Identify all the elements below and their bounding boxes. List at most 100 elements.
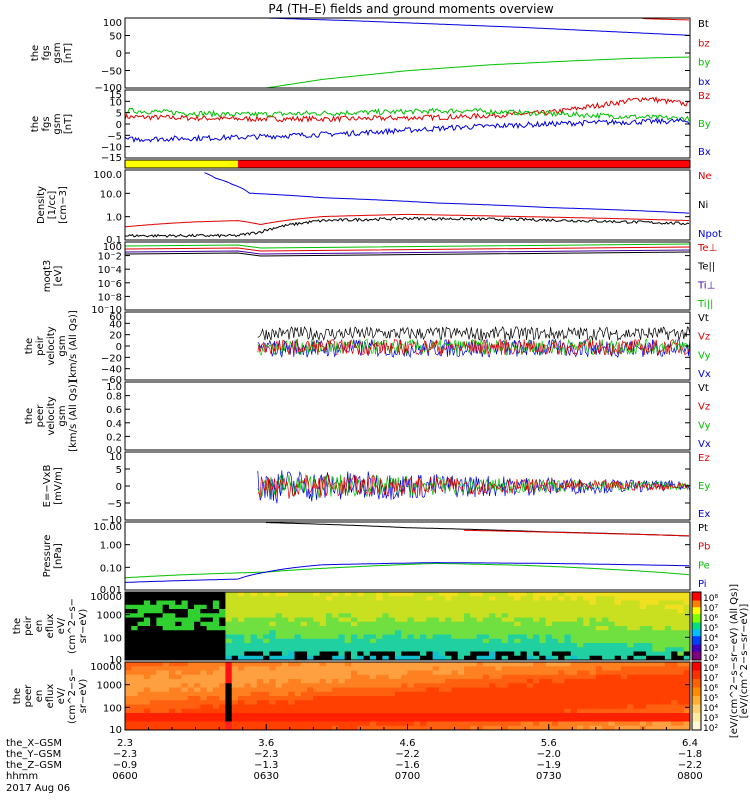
heatmap-cell xyxy=(507,596,515,602)
heatmap-cell xyxy=(351,630,358,636)
heatmap-cell xyxy=(351,683,358,689)
heatmap-cell xyxy=(162,626,170,631)
heatmap-cell xyxy=(564,666,572,672)
heatmap-cell xyxy=(131,666,139,672)
heatmap-cell xyxy=(313,725,321,730)
heatmap-cell xyxy=(351,596,358,602)
heatmap-cell xyxy=(250,713,258,718)
series-pe xyxy=(125,562,690,579)
heatmap-cell xyxy=(332,630,340,636)
heatmap-cell xyxy=(470,651,478,657)
heatmap-cell xyxy=(658,700,666,706)
colorbar-tick-label: 10³ xyxy=(703,714,718,724)
x-row-value: −1.6 xyxy=(395,760,419,771)
heatmap-cell xyxy=(677,626,685,631)
heatmap-cell xyxy=(489,713,496,718)
heatmap-cell xyxy=(206,670,214,676)
heatmap-cell xyxy=(464,655,471,660)
heatmap-cell xyxy=(281,670,289,676)
heatmap-cell xyxy=(664,713,672,718)
heatmap-cell xyxy=(137,617,145,623)
heatmap-cell xyxy=(476,725,484,730)
heatmap-cell xyxy=(457,670,465,676)
series-ne xyxy=(125,213,690,228)
heatmap-cell xyxy=(325,708,333,714)
heatmap-cell xyxy=(413,687,421,693)
heatmap-cell xyxy=(570,643,578,648)
heatmap-cell xyxy=(514,713,522,718)
heatmap-cell xyxy=(269,696,277,701)
heatmap-cell xyxy=(325,613,333,619)
heatmap-cell xyxy=(200,592,208,597)
heatmap-cell xyxy=(131,613,139,619)
heatmap-cell xyxy=(206,651,214,657)
heatmap-cell xyxy=(332,679,340,684)
heatmap-cell xyxy=(357,662,365,667)
heatmap-cell xyxy=(407,662,415,667)
heatmap-cell xyxy=(476,596,484,602)
heatmap-cell xyxy=(307,655,314,660)
heatmap-cell xyxy=(357,592,365,597)
heatmap-cell xyxy=(633,696,641,701)
heatmap-cell xyxy=(175,617,183,623)
heatmap-cell xyxy=(589,691,597,697)
heatmap-cell xyxy=(558,643,566,648)
heatmap-cell xyxy=(206,638,214,644)
heatmap-cell xyxy=(457,700,465,706)
heatmap-cell xyxy=(263,721,270,727)
heatmap-cell xyxy=(677,592,685,597)
heatmap-cell xyxy=(332,687,340,693)
heatmap-cell xyxy=(664,609,672,614)
heatmap-cell xyxy=(194,717,201,723)
heatmap-cell xyxy=(300,717,308,723)
heatmap-cell xyxy=(627,691,635,697)
heatmap-cell xyxy=(300,596,308,602)
heatmap-cell xyxy=(451,691,459,697)
heatmap-cell xyxy=(313,634,321,640)
heatmap-cell xyxy=(501,596,509,602)
heatmap-cell xyxy=(212,630,220,636)
heatmap-cell xyxy=(526,687,534,693)
heatmap-cell xyxy=(620,647,628,653)
heatmap-cell xyxy=(319,662,327,667)
heatmap-cell xyxy=(137,713,145,718)
heatmap-cell xyxy=(175,626,183,631)
heatmap-cell xyxy=(275,725,283,730)
heatmap-cell xyxy=(671,630,679,636)
heatmap-cell xyxy=(256,643,264,648)
heatmap-cell xyxy=(551,609,559,614)
heatmap-cell xyxy=(162,647,170,653)
heatmap-cell xyxy=(162,634,170,640)
heatmap-cell xyxy=(489,626,496,631)
heatmap-cell xyxy=(639,638,647,644)
heatmap-cell xyxy=(351,626,358,631)
heatmap-cell xyxy=(307,674,314,680)
x-row-value: 2.3 xyxy=(117,738,133,749)
heatmap-cell xyxy=(445,613,453,619)
heatmap-cell xyxy=(407,634,415,640)
heatmap-cell xyxy=(652,617,660,623)
heatmap-cell xyxy=(212,647,220,653)
heatmap-cell xyxy=(464,679,471,684)
heatmap-cell xyxy=(300,713,308,718)
heatmap-cell xyxy=(143,696,151,701)
panel-frame xyxy=(124,159,691,169)
heatmap-cell xyxy=(646,617,653,623)
heatmap-cell xyxy=(369,626,377,631)
heatmap-cell xyxy=(238,691,245,697)
heatmap-cell xyxy=(332,721,340,727)
heatmap-cell xyxy=(307,691,314,697)
heatmap-cell xyxy=(294,617,302,623)
heatmap-cell xyxy=(664,626,672,631)
heatmap-cell xyxy=(438,592,446,597)
temperature-trace xyxy=(125,249,690,255)
heatmap-cell xyxy=(219,708,227,714)
heatmap-cell xyxy=(351,647,358,653)
heatmap-cell xyxy=(595,666,603,672)
heatmap-cell xyxy=(551,683,559,689)
heatmap-cell xyxy=(495,721,503,727)
heatmap-cell xyxy=(407,721,415,727)
heatmap-cell xyxy=(175,662,183,667)
heatmap-cell xyxy=(288,725,296,730)
